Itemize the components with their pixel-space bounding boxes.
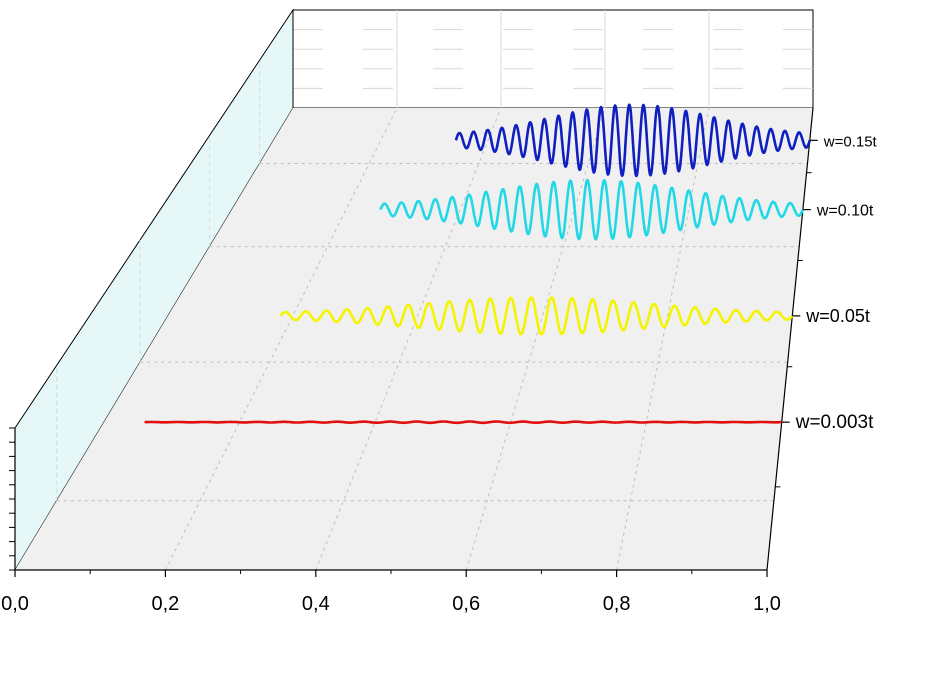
series-line-w=0.15t [454,103,812,178]
z-axis-ticks [9,427,15,571]
floor-grid-line [315,107,502,571]
depth-tick-label: w=0.003t [795,412,874,433]
back-wall-grid [293,10,813,108]
series-line-w=0.05t [279,296,794,336]
x-tick-label: 0,6 [452,593,480,615]
floor-grid-line [616,107,710,571]
depth-axis-line [766,107,814,571]
x-tick-label: 1,0 [753,593,781,615]
series-layer [144,103,812,425]
depth-tick-label: w=0.10t [816,203,874,220]
x-tick-label: 0,0 [1,593,29,615]
floor-grid-line [465,107,606,571]
x-tick-label: 0,2 [151,593,179,615]
depth-axis-ticks: w=0.003t w=0.05t w=0.10t w=0.15t [775,133,878,488]
floor-grid-line [164,107,398,571]
series-line-w=0.003t [144,420,783,425]
series-line-w=0.10t [379,178,805,241]
x-tick-label: 0,4 [302,593,330,615]
floor-grid [56,107,808,571]
x-axis-ticks: 0,0 0,2 0,4 0,6 0,8 1,0 [1,570,781,615]
x-tick-label: 0,8 [603,593,631,615]
depth-tick-label: w=0.15t [823,133,878,150]
floor-plane [15,108,813,570]
side-wall-grid [56,60,261,501]
back-wall [292,9,814,109]
depth-tick-label: w=0.05t [805,306,870,326]
